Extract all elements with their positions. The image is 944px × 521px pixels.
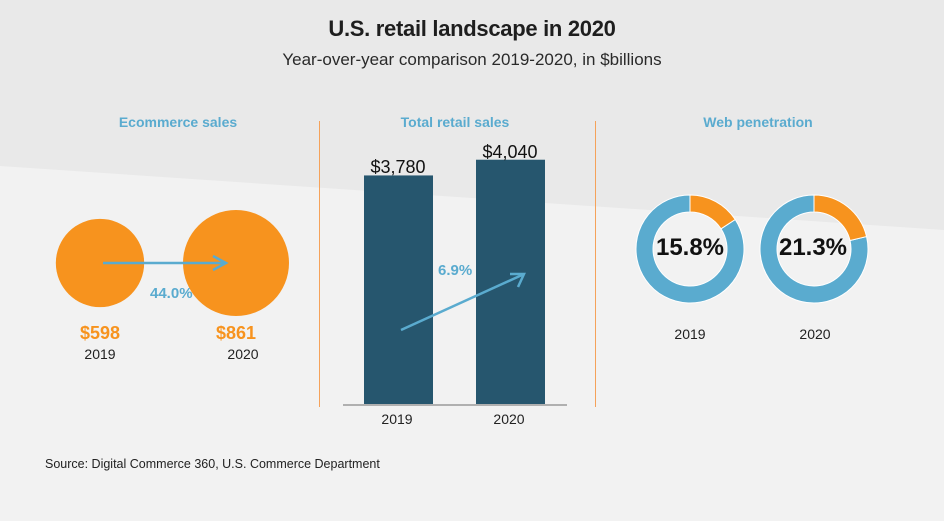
retail-value-2019: $3,780 [370, 157, 426, 177]
web-donut-rest-2019 [635, 194, 745, 304]
ecommerce-year-2020: 2020 [227, 346, 259, 362]
retail-year-2019: 2019 [381, 411, 413, 427]
web-year-2020: 2020 [799, 326, 831, 342]
web-panel-title: Web penetration [703, 114, 813, 130]
web-donut-share-2020 [813, 194, 868, 242]
retail-year-2020: 2020 [493, 411, 525, 427]
ecommerce-bubble-2019 [55, 218, 145, 308]
ecommerce-arrowhead [212, 254, 229, 272]
ecommerce-bubble-2020 [183, 210, 289, 316]
retail-arrow-line [400, 273, 523, 332]
retail-arrowhead [510, 272, 526, 288]
divider-right [595, 121, 596, 407]
ecommerce-value-2020: $861 [215, 323, 257, 343]
retail-bar-2020 [476, 159, 545, 404]
chart-subtitle: Year-over-year comparison 2019-2020, in … [282, 50, 662, 69]
divider-left [319, 121, 320, 407]
web-donut-rest-2020 [759, 194, 869, 304]
retail-panel-title: Total retail sales [400, 114, 510, 130]
chart-title: U.S. retail landscape in 2020 [328, 16, 616, 41]
ecommerce-value-2019: $598 [79, 323, 121, 343]
retail-value-2020: $4,040 [482, 142, 538, 162]
background-band [0, 0, 944, 230]
retail-bar-2019 [364, 175, 433, 404]
web-year-2019: 2019 [674, 326, 706, 342]
web-penetration-value-2019: 15.8% [655, 234, 725, 261]
retail-growth-label: 6.9% [438, 262, 473, 279]
source-note: Source: Digital Commerce 360, U.S. Comme… [45, 457, 380, 471]
ecommerce-growth-label: 44.0% [150, 285, 193, 302]
web-penetration-value-2020: 21.3% [778, 234, 848, 261]
ecommerce-year-2019: 2019 [84, 346, 116, 362]
web-donut-share-2019 [689, 194, 736, 230]
ecommerce-panel-title: Ecommerce sales [118, 114, 238, 130]
